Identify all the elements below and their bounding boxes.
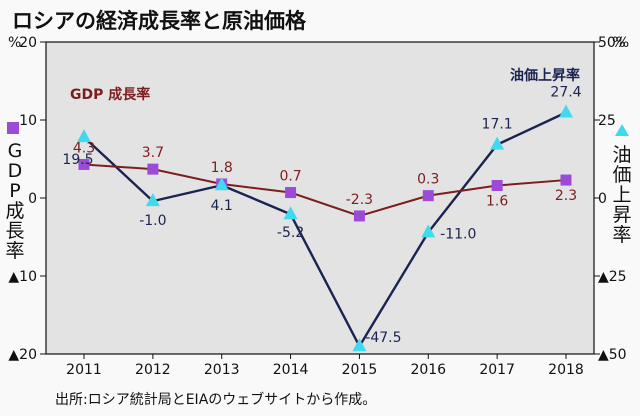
oil-data-label: 19.5 (62, 152, 93, 168)
svg-text:油価上昇率: 油価上昇率 (612, 144, 631, 246)
left-tick-label: ▲10 (8, 269, 37, 285)
oil-point (214, 177, 229, 191)
gdp-data-label: -2.3 (346, 192, 373, 208)
x-tick-label: 2018 (548, 362, 584, 378)
oil-point (421, 224, 436, 238)
oil-data-label: 17.1 (482, 117, 513, 133)
oil-data-label: -47.5 (365, 330, 401, 346)
gdp-data-label: 1.8 (211, 160, 233, 176)
gdp-point (147, 163, 159, 175)
oil-axis-marker-icon (615, 124, 629, 136)
oil-data-label: -5.2 (277, 225, 304, 241)
right-tick-label: ▲50 (598, 347, 627, 363)
x-tick-label: 2015 (342, 362, 378, 378)
x-tick-label: 2012 (135, 362, 171, 378)
left-tick-label: 10 (19, 113, 37, 129)
gdp-point (422, 190, 434, 202)
right-tick-label: 50% (598, 35, 629, 51)
chart-title: ロシアの経済成長率と原油価格 (12, 9, 306, 33)
x-tick-label: 2016 (410, 362, 446, 378)
oil-line (83, 111, 567, 349)
plot-area (45, 41, 595, 355)
oil-point (77, 129, 91, 143)
x-tick-label: 2011 (66, 362, 102, 378)
gdp-data-label: 1.6 (486, 194, 508, 210)
oil-data-label: -11.0 (440, 226, 476, 242)
gdp-data-label: 2.3 (555, 188, 577, 204)
gdp-data-label: 4.3 (73, 140, 95, 156)
oil-point (283, 206, 298, 220)
oil-point (352, 338, 367, 352)
legend-gdp: GDP 成長率 (70, 86, 150, 103)
right-axis-unit: % (612, 35, 625, 51)
gdp-point (285, 187, 297, 199)
gdp-data-label: 3.7 (142, 145, 164, 161)
x-tick-label: 2017 (479, 362, 515, 378)
oil-data-label: 27.4 (550, 85, 581, 101)
oil-point (145, 193, 160, 207)
right-tick-label: ▲25 (598, 269, 627, 285)
right-tick-label: 25 (598, 113, 616, 129)
right-tick-label: 0 (598, 191, 607, 207)
left-axis-unit: % (8, 35, 21, 51)
left-axis-title: G D P 成長率 (5, 122, 25, 262)
gdp-line (83, 163, 567, 217)
x-tick-label: 2013 (204, 362, 240, 378)
oil-data-label: 4.1 (211, 198, 233, 214)
gdp-point (560, 174, 572, 186)
source-note: 出所:ロシア統計局とEIAのウェブサイトから作成。 (55, 392, 377, 408)
gdp-point (491, 180, 503, 192)
legend-oil: 油価上昇率 (510, 67, 580, 84)
right-axis-title: 油価上昇率 (612, 124, 632, 246)
gdp-data-label: 0.3 (417, 172, 439, 188)
oil-point (559, 104, 573, 118)
gdp-point (78, 158, 90, 170)
left-tick-label: 0 (28, 191, 37, 207)
gdp-point (353, 210, 365, 222)
left-tick-label: ▲20 (8, 347, 37, 363)
gdp-axis-marker-icon (7, 122, 19, 134)
left-tick-label: 20 (19, 35, 37, 51)
oil-point (490, 136, 505, 150)
x-tick-label: 2014 (273, 362, 309, 378)
oil-data-label: -1.0 (139, 213, 166, 229)
gdp-data-label: 0.7 (279, 169, 301, 185)
